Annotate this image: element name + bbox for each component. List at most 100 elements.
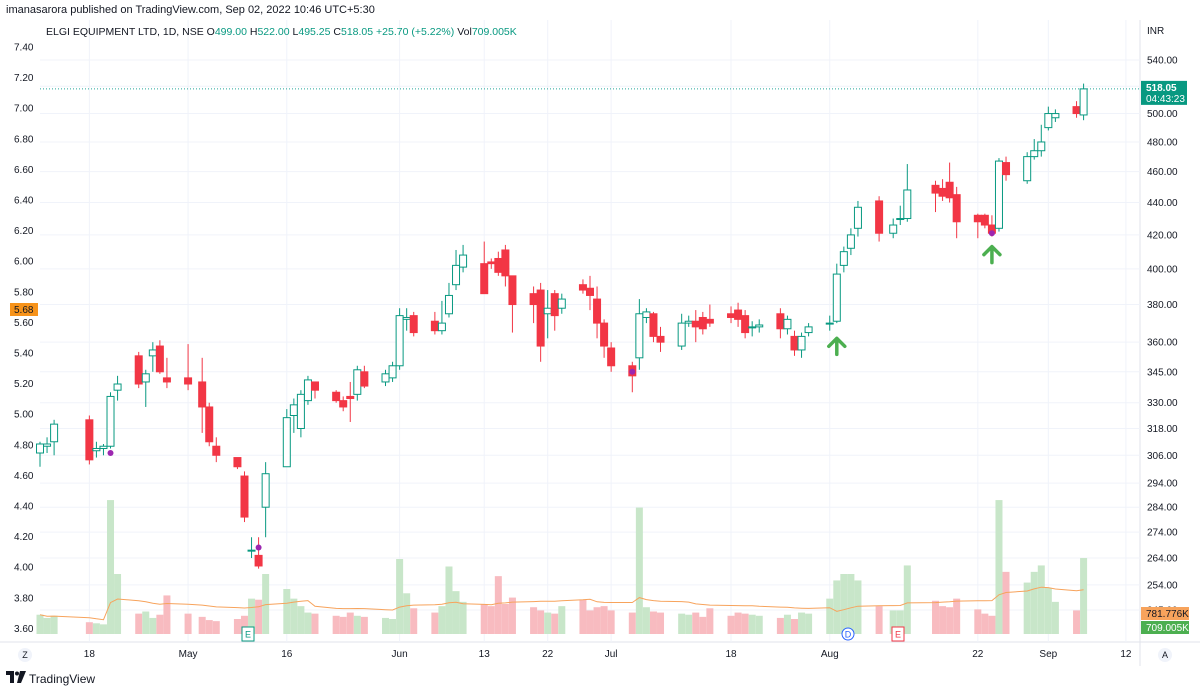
candle-body	[444, 294, 453, 315]
candle-body	[825, 322, 834, 325]
price-chart[interactable]: 540.00520.00500.00480.00460.00440.00420.…	[0, 20, 1200, 666]
volume-bar	[1002, 571, 1010, 634]
candle-body	[853, 206, 862, 229]
volume-bar	[833, 580, 841, 634]
volume-bar	[36, 614, 44, 634]
volume-bar	[657, 612, 665, 634]
volume-bar	[297, 606, 305, 634]
volume-bar	[776, 617, 784, 634]
right-axis-tick: 540.00	[1147, 56, 1178, 67]
legend-close-label: C	[333, 26, 341, 38]
volume-bar	[847, 574, 855, 634]
right-axis-tick: 380.00	[1147, 300, 1178, 311]
volume-bar	[304, 612, 312, 634]
candle-body	[254, 554, 263, 567]
left-axis-tick: 5.00	[14, 410, 34, 421]
volume-bar	[896, 610, 904, 634]
volume-bar	[332, 615, 340, 634]
candle-body	[247, 549, 256, 552]
left-axis-tick: 4.80	[14, 440, 34, 451]
auto-scale-button[interactable]: A	[1158, 648, 1172, 662]
volume-bar	[142, 611, 150, 634]
candle-body	[332, 391, 341, 402]
volume-bar	[85, 622, 93, 634]
volume-bar	[953, 598, 961, 634]
volume-bar	[741, 613, 749, 634]
left-tag-bg	[10, 303, 38, 316]
volume-bar	[396, 559, 404, 634]
candle-body	[903, 189, 912, 220]
candle-body	[741, 315, 750, 334]
volume-bar	[798, 612, 806, 634]
volume-bar	[1044, 587, 1052, 634]
volume-bar	[508, 597, 516, 634]
time-axis-label: 13	[479, 649, 491, 660]
volume-bar	[92, 623, 100, 634]
candle-body	[1044, 113, 1053, 129]
candle-body	[889, 224, 898, 234]
left-axis-tick: 4.00	[14, 563, 34, 574]
candle-body	[402, 316, 411, 320]
candle-body	[339, 400, 348, 408]
footer[interactable]: TradingView	[6, 671, 95, 686]
log-scale-button[interactable]: Z	[18, 648, 32, 662]
candle-body	[430, 320, 439, 332]
event-marker-label: D	[845, 630, 852, 640]
candle-body	[395, 315, 404, 367]
volume-bar	[551, 613, 559, 634]
legend-change: +25.70 (+5.22%)	[376, 26, 455, 38]
left-axis-tick: 7.00	[14, 104, 34, 115]
left-axis-tick: 3.80	[14, 593, 34, 604]
candle-body	[459, 254, 468, 268]
candle-body	[790, 335, 799, 351]
candle-body	[839, 251, 848, 266]
candle-body	[240, 475, 249, 518]
candle-body	[973, 214, 982, 223]
volume-bar	[114, 574, 122, 634]
candle-body	[600, 322, 609, 347]
event-marker-label: E	[895, 630, 901, 640]
volume-bar	[988, 615, 996, 634]
volume-bar	[480, 604, 488, 634]
vol-tag-bg	[1141, 621, 1189, 634]
volume-bar	[107, 500, 115, 634]
volume-bar	[255, 599, 263, 634]
volume-bar	[685, 614, 693, 634]
candle-body	[501, 249, 510, 277]
candle-body	[550, 293, 559, 317]
left-axis-tick: 7.20	[14, 73, 34, 84]
vol-ma-tag-bg	[1141, 607, 1189, 620]
left-axis-tick: 4.60	[14, 471, 34, 482]
tradingview-logo-icon	[6, 671, 26, 686]
candle-body	[783, 318, 792, 330]
volume-bar	[389, 619, 397, 634]
volume-bar	[748, 614, 756, 634]
right-axis-tick: 274.00	[1147, 528, 1178, 539]
volume-bar	[1051, 601, 1059, 634]
left-axis-tick: 7.40	[14, 43, 34, 54]
candle-body	[734, 309, 743, 320]
candle-body	[141, 373, 150, 383]
right-axis-tick: 345.00	[1147, 367, 1178, 378]
left-axis-tick: 5.80	[14, 287, 34, 298]
candle-body	[198, 381, 207, 408]
time-axis-label: 22	[972, 649, 984, 660]
chart-frame[interactable]: 540.00520.00500.00480.00460.00440.00420.…	[0, 20, 1200, 666]
legend-high-value: 522.00	[257, 26, 290, 38]
candle-body	[529, 293, 538, 306]
candle-body	[346, 395, 355, 400]
candle-body	[381, 373, 390, 383]
volume-bar	[240, 615, 248, 634]
candle-body	[184, 377, 193, 385]
volume-bar	[678, 613, 686, 634]
candle-body	[162, 377, 171, 383]
volume-bar	[1080, 558, 1088, 634]
candle-body	[282, 417, 291, 468]
volume-bar	[635, 507, 643, 634]
volume-bar	[1037, 565, 1045, 634]
right-axis-tick: 330.00	[1147, 398, 1178, 409]
right-axis-tick: 440.00	[1147, 198, 1178, 209]
candle-body	[50, 423, 59, 443]
volume-bar	[875, 606, 883, 634]
candle-body	[797, 335, 806, 351]
